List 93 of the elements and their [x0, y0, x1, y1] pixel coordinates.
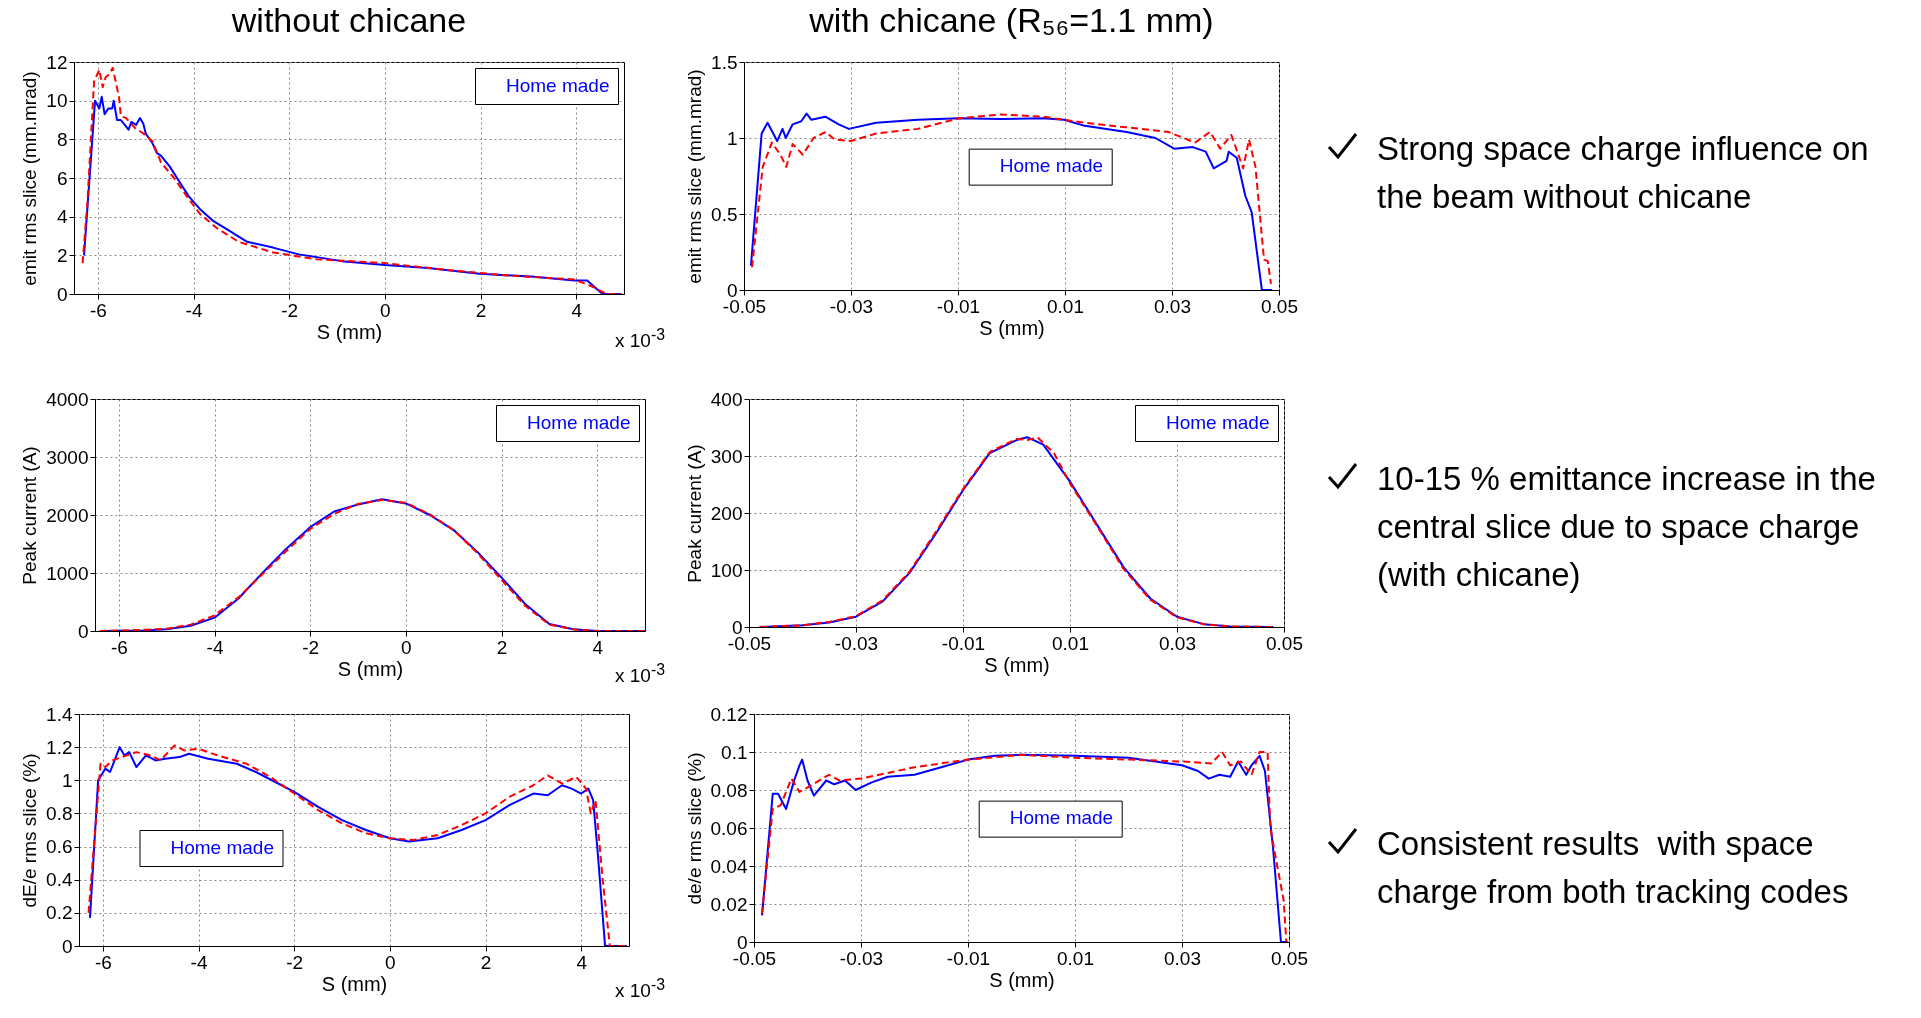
x-tick-label: -6 [94, 951, 112, 973]
y-tick-label: 6 [56, 167, 68, 189]
y-tick-label: 100 [710, 559, 743, 581]
y-tick-label: 0.1 [721, 741, 748, 763]
chart-title: with chicane (R₅₆=1.1 mm) [808, 1, 1214, 39]
x-tick-label: 0.01 [1057, 947, 1094, 969]
x-tick-label: -4 [185, 299, 203, 321]
x-tick-label: 0.05 [1271, 947, 1308, 969]
x-axis-title: S (mm) [979, 316, 1045, 339]
y-tick-label: 12 [46, 51, 68, 73]
x-tick-label: -0.01 [936, 295, 981, 317]
x-tick-label: -2 [302, 636, 320, 658]
x-tick-label: 0 [385, 951, 396, 973]
x-tick-label: -0.01 [941, 632, 986, 654]
text: Home made [170, 836, 274, 858]
text: Home made [527, 411, 631, 433]
x-tick-label: 0.05 [1266, 632, 1303, 654]
y-tick-label: 0.8 [46, 802, 73, 824]
x-tick-label: -0.03 [834, 632, 879, 654]
y-tick-label: 10 [46, 90, 68, 112]
x-tick-label: 0.05 [1261, 295, 1298, 317]
x-axis-title: S (mm) [984, 653, 1050, 676]
x-tick-label: -6 [110, 636, 128, 658]
y-tick-label: 0.12 [710, 703, 748, 725]
y-tick-label: 0.4 [46, 869, 73, 891]
y-tick-label: 0 [731, 616, 743, 638]
y-tick-label: 4 [56, 206, 68, 228]
x-tick-label: -4 [206, 636, 224, 658]
x-tick-label: -0.03 [839, 947, 884, 969]
y-tick-label: 0.6 [46, 836, 73, 858]
y-tick-label: 0.06 [710, 817, 748, 839]
line-series [758, 436, 1275, 627]
y-tick-label: 0.08 [710, 779, 748, 801]
text: Consistent results with space charge from both tracking codes [1377, 824, 1850, 912]
text: Home made [1166, 411, 1270, 433]
y-axis-title: emit rms slice (mm.mrad) [684, 69, 706, 284]
y-axis-title: Peak current (A) [19, 446, 41, 585]
chart-title: without chicane [230, 1, 467, 39]
y-tick-label: 2 [56, 244, 68, 266]
x-tick-label: 0 [401, 636, 412, 658]
text: Strong space charge influence on the beam without chicane [1377, 129, 1870, 217]
y-tick-label: 8 [56, 128, 68, 150]
y-tick-label: 4000 [46, 388, 89, 410]
y-tick-label: 2000 [46, 504, 89, 526]
x-tick-label: 0.03 [1159, 632, 1196, 654]
x-axis-title: S (mm) [316, 320, 383, 343]
y-tick-label: 0 [736, 931, 748, 953]
x-tick-label: -2 [286, 951, 304, 973]
x-tick-label: 2 [496, 636, 508, 658]
text: x 10$^{-3}$ [615, 976, 665, 1003]
x-axis-title: S (mm) [989, 968, 1055, 991]
y-tick-label: 300 [710, 445, 743, 467]
y-tick-label: 1 [61, 769, 73, 791]
x-tick-label: 0.01 [1047, 295, 1084, 317]
text: 10-15 % emittance increase in the central slice due to space charge (with chicane) [1377, 459, 1877, 595]
y-tick-label: 1.2 [46, 736, 73, 758]
x-tick-label: 4 [576, 951, 588, 973]
text: x 10$^{-3}$ [615, 326, 665, 353]
x-axis-title: S (mm) [337, 657, 404, 680]
y-tick-label: 1000 [46, 562, 89, 584]
y-tick-label: 200 [710, 502, 743, 524]
text: Home made [1009, 807, 1114, 829]
y-axis-title: emit rms slice (mm.mrad) [19, 71, 41, 286]
y-tick-label: 400 [710, 388, 743, 410]
y-tick-label: 1.5 [711, 51, 738, 73]
x-tick-label: 4 [571, 299, 583, 321]
series-label: Home made [999, 155, 1104, 177]
y-tick-label: 0.5 [711, 203, 738, 225]
text: x 10$^{-3}$ [615, 661, 665, 688]
y-tick-label: 1.4 [46, 703, 73, 725]
x-tick-label: 0.03 [1154, 295, 1191, 317]
text: Home made [506, 74, 610, 96]
y-tick-label: 3000 [46, 446, 89, 468]
x-tick-label: -2 [281, 299, 299, 321]
y-tick-label: 0.2 [46, 902, 73, 924]
x-tick-label: 2 [480, 951, 492, 973]
y-axis-title: de/e rms slice (%) [683, 752, 705, 905]
x-tick-label: 0.03 [1164, 947, 1201, 969]
y-tick-label: 1 [726, 127, 738, 149]
y-axis-title: Peak current (A) [683, 444, 705, 583]
x-tick-label: 4 [592, 636, 604, 658]
y-tick-label: 0.04 [710, 855, 748, 877]
x-tick-label: -6 [89, 299, 107, 321]
y-axis-title: dE/e rms slice (%) [19, 753, 41, 908]
x-tick-label: 2 [475, 299, 487, 321]
x-tick-label: 0.01 [1052, 632, 1089, 654]
x-tick-label: -4 [190, 951, 208, 973]
x-axis-title: S (mm) [321, 972, 388, 995]
x-tick-label: -0.03 [829, 295, 874, 317]
x-tick-label: 0 [380, 299, 391, 321]
y-tick-label: 0 [726, 279, 738, 301]
x-tick-label: -0.01 [946, 947, 991, 969]
y-tick-label: 0.02 [710, 893, 748, 915]
